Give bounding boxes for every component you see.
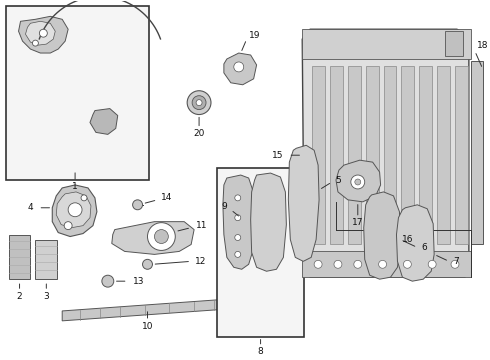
Circle shape xyxy=(187,91,211,114)
Polygon shape xyxy=(251,173,286,271)
Circle shape xyxy=(403,260,411,268)
Circle shape xyxy=(64,222,72,230)
Circle shape xyxy=(235,195,241,201)
Circle shape xyxy=(32,40,38,46)
Text: 20: 20 xyxy=(194,129,205,138)
Polygon shape xyxy=(62,299,229,321)
Circle shape xyxy=(428,260,436,268)
Polygon shape xyxy=(90,109,118,134)
Bar xyxy=(348,66,361,244)
Bar xyxy=(302,29,471,59)
Text: 4: 4 xyxy=(28,203,33,212)
Circle shape xyxy=(355,179,361,185)
Polygon shape xyxy=(19,16,68,53)
Circle shape xyxy=(351,175,365,189)
Circle shape xyxy=(133,200,143,210)
Circle shape xyxy=(354,260,362,268)
Text: 3: 3 xyxy=(44,292,49,301)
Polygon shape xyxy=(396,205,434,281)
Circle shape xyxy=(234,62,244,72)
Circle shape xyxy=(235,215,241,221)
Circle shape xyxy=(102,275,114,287)
Text: 7: 7 xyxy=(453,257,459,266)
Polygon shape xyxy=(302,29,469,277)
Bar xyxy=(217,168,304,337)
Text: 10: 10 xyxy=(142,322,153,331)
Circle shape xyxy=(39,29,48,37)
Polygon shape xyxy=(25,21,55,45)
Bar xyxy=(384,66,396,244)
Circle shape xyxy=(154,230,169,243)
Polygon shape xyxy=(56,192,91,228)
Text: 2: 2 xyxy=(17,292,23,301)
Text: 12: 12 xyxy=(195,257,206,266)
Circle shape xyxy=(196,100,202,105)
Text: 11: 11 xyxy=(196,221,208,230)
Bar xyxy=(437,66,450,244)
Circle shape xyxy=(235,251,241,257)
Bar xyxy=(330,66,343,244)
Circle shape xyxy=(379,260,387,268)
Circle shape xyxy=(451,260,459,268)
Text: 18: 18 xyxy=(477,41,489,50)
Text: 16: 16 xyxy=(402,235,413,244)
Text: 8: 8 xyxy=(258,347,264,356)
Circle shape xyxy=(192,96,206,109)
Circle shape xyxy=(147,222,175,251)
Bar xyxy=(6,6,149,180)
Bar xyxy=(455,66,468,244)
Text: 17: 17 xyxy=(352,218,364,227)
Bar xyxy=(9,235,30,279)
Circle shape xyxy=(68,203,82,217)
Text: 5: 5 xyxy=(335,176,341,185)
Text: 9: 9 xyxy=(221,202,227,211)
Circle shape xyxy=(334,260,342,268)
Bar xyxy=(366,66,379,244)
Bar xyxy=(35,239,57,279)
Bar xyxy=(445,31,463,56)
Text: 13: 13 xyxy=(133,277,144,286)
Circle shape xyxy=(314,260,322,268)
Polygon shape xyxy=(364,192,400,279)
Bar xyxy=(312,66,325,244)
Text: 15: 15 xyxy=(272,151,283,160)
Polygon shape xyxy=(288,145,319,261)
Text: 14: 14 xyxy=(161,193,173,202)
Bar xyxy=(401,66,415,244)
Bar xyxy=(471,61,483,244)
Text: 6: 6 xyxy=(421,243,427,252)
Circle shape xyxy=(143,259,152,269)
Polygon shape xyxy=(224,53,257,85)
Bar xyxy=(419,66,432,244)
Text: 19: 19 xyxy=(248,31,260,40)
Bar xyxy=(302,251,471,277)
Circle shape xyxy=(235,235,241,240)
Polygon shape xyxy=(223,175,254,269)
Circle shape xyxy=(81,195,87,201)
Polygon shape xyxy=(336,160,381,202)
Polygon shape xyxy=(112,222,194,255)
Polygon shape xyxy=(52,185,97,237)
Text: 1: 1 xyxy=(72,183,78,192)
